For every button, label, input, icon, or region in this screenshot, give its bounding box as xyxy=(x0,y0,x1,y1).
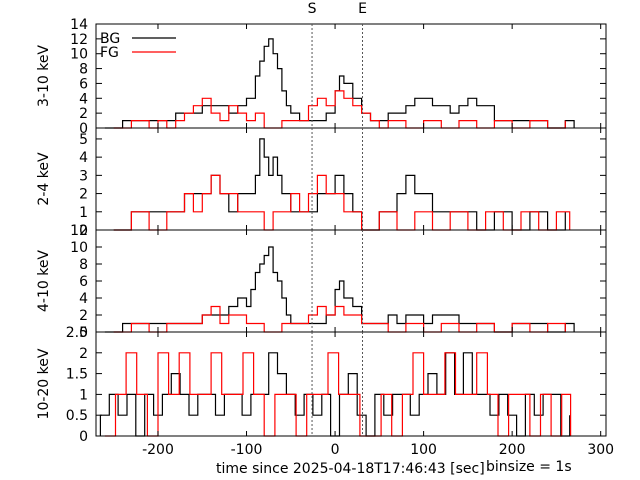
y-tick-label-1-2: 4 xyxy=(79,91,88,107)
y-tick-label-1-7: 14 xyxy=(70,17,88,33)
y-tick-label-4-2: 1 xyxy=(79,387,88,403)
y-tick-label-4-1: 0.5 xyxy=(66,408,88,424)
y-tick-label-2-4: 4 xyxy=(79,150,88,166)
x-tick-label-3: 100 xyxy=(410,442,437,458)
y-axis-label-4: 10-20 keV xyxy=(36,348,52,419)
series-fg-panel-2 xyxy=(113,174,571,231)
y-tick-label-4-4: 2 xyxy=(79,346,88,362)
panel-frame-1 xyxy=(95,23,607,129)
y-tick-label-3-6: 12 xyxy=(70,223,88,239)
y-tick-label-3-0: 0 xyxy=(79,325,88,341)
x-axis-label: time since 2025-04-18T17:46:43 [sec] xyxy=(216,461,485,477)
y-tick-label-1-0: 0 xyxy=(79,121,88,137)
series-bg-panel-3 xyxy=(104,246,575,333)
y-tick-label-1-1: 2 xyxy=(79,106,88,122)
series-fg-panel-3 xyxy=(113,305,566,333)
x-tick-label-5: 300 xyxy=(587,442,614,458)
panel-frame-3 xyxy=(95,229,607,333)
y-tick-label-3-4: 8 xyxy=(79,257,88,273)
y-tick-label-2-5: 5 xyxy=(79,132,88,148)
y-tick-label-3-2: 4 xyxy=(79,291,88,307)
y-tick-label-1-4: 8 xyxy=(79,62,88,78)
y-axis-label-2: 2-4 keV xyxy=(36,152,52,206)
y-tick-label-1-5: 10 xyxy=(70,47,88,63)
y-tick-label-4-3: 1.5 xyxy=(66,367,88,383)
binsize-label: binsize = 1s xyxy=(486,459,572,475)
y-tick-label-4-5: 2.5 xyxy=(66,325,88,341)
y-tick-label-2-3: 3 xyxy=(79,168,88,184)
x-tick-label-0: -200 xyxy=(142,442,174,458)
panel-frame-4 xyxy=(95,331,607,437)
y-axis-label-1: 3-10 keV xyxy=(36,45,52,107)
y-tick-label-2-2: 2 xyxy=(79,187,88,203)
legend-label-bg: BG xyxy=(100,31,120,47)
x-tick-label-4: 200 xyxy=(499,442,526,458)
y-axis-label-3: 4-10 keV xyxy=(36,250,52,312)
y-tick-label-2-0: 0 xyxy=(79,223,88,239)
x-tick-label-1: -100 xyxy=(231,442,263,458)
y-tick-label-2-1: 1 xyxy=(79,205,88,221)
y-tick-label-3-5: 10 xyxy=(70,240,88,256)
y-tick-label-1-6: 12 xyxy=(70,32,88,48)
x-tick-label-2: 0 xyxy=(331,442,340,458)
legend-label-fg: FG xyxy=(100,45,119,61)
marker-label-e: E xyxy=(358,1,367,17)
y-tick-label-1-3: 6 xyxy=(79,76,88,92)
y-tick-label-3-1: 2 xyxy=(79,308,88,324)
series-bg-panel-2 xyxy=(113,138,566,231)
series-fg-panel-1 xyxy=(113,90,566,129)
y-tick-label-3-3: 6 xyxy=(79,274,88,290)
y-tick-label-4-0: 0 xyxy=(79,429,88,445)
series-fg-panel-4 xyxy=(104,352,572,437)
marker-label-s: S xyxy=(308,1,317,17)
